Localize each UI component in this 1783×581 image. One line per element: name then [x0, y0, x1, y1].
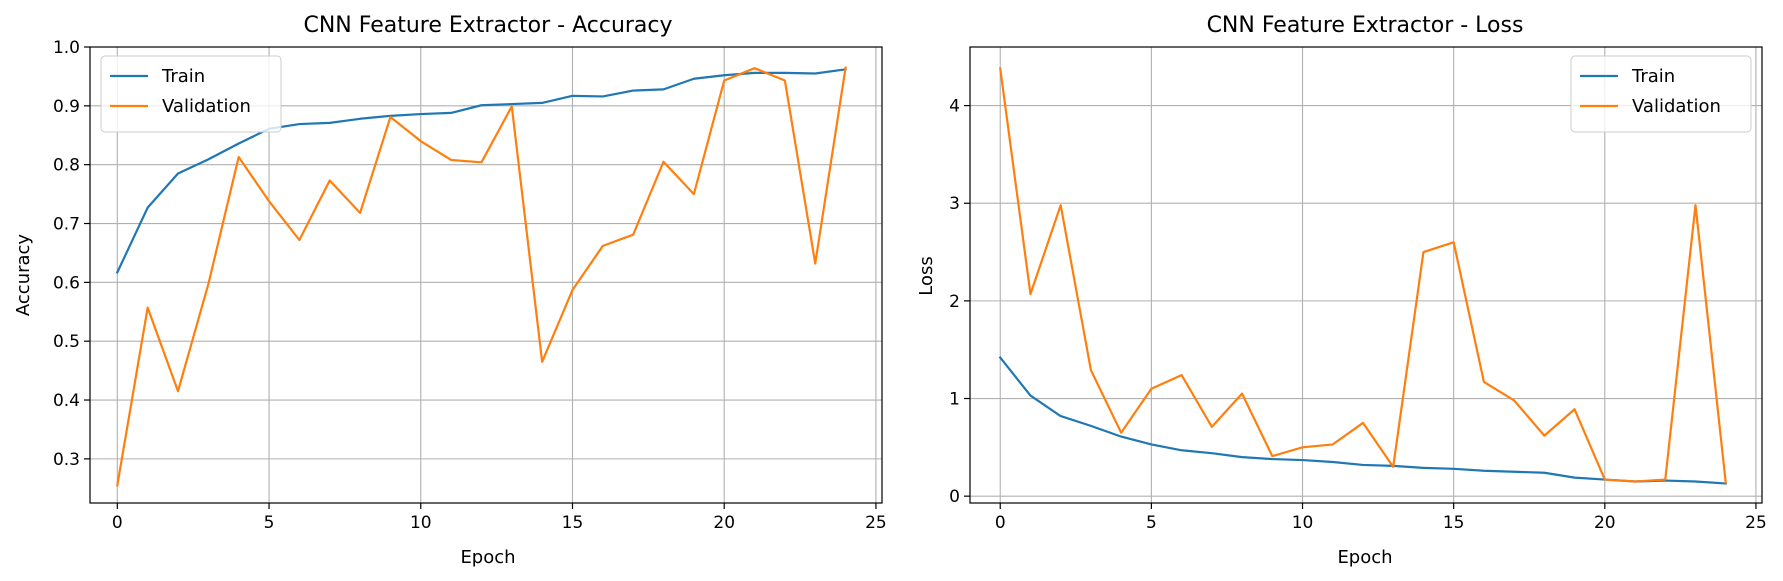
accuracy-x-tick-label: 25 — [865, 513, 887, 533]
loss-x-axis-label: Epoch — [1337, 547, 1392, 568]
loss-y-tick-label: 1 — [949, 390, 960, 410]
accuracy-y-tick-label: 0.4 — [53, 391, 80, 411]
accuracy-y-tick-label: 0.5 — [53, 332, 80, 352]
accuracy-y-tick-label: 0.7 — [53, 215, 80, 235]
loss-series-line-validation — [998, 67, 1727, 484]
accuracy-y-tick-label: 0.8 — [53, 156, 80, 176]
accuracy-legend: Train Validation — [100, 55, 282, 133]
accuracy-legend-label-validation: Validation — [162, 96, 251, 117]
loss-x-tick-label: 10 — [1292, 513, 1314, 533]
accuracy-y-tick-label: 0.9 — [53, 97, 80, 117]
loss-x-tick-label: 5 — [1146, 513, 1157, 533]
accuracy-x-tick-label: 0 — [112, 513, 123, 533]
loss-x-tick-label: 0 — [995, 513, 1006, 533]
accuracy-y-tick-label: 1.0 — [53, 38, 80, 58]
loss-x-tick-label: 20 — [1594, 513, 1616, 533]
accuracy-x-tick-label: 5 — [264, 513, 275, 533]
loss-axes-frame — [969, 46, 1763, 504]
loss-y-axis-label: Loss — [916, 256, 937, 295]
accuracy-axes-frame — [89, 46, 883, 504]
loss-legend-label-train: Train — [1631, 66, 1675, 87]
loss-legend-label-validation: Validation — [1632, 96, 1721, 117]
loss-x-tick-label: 15 — [1443, 513, 1465, 533]
accuracy-x-tick-label: 15 — [562, 513, 584, 533]
loss-y-tick-label: 2 — [949, 292, 960, 312]
loss-y-tick-label: 3 — [949, 194, 960, 214]
accuracy-chart-panel: CNN Feature Extractor - Accuracy Epoch A… — [13, 13, 887, 568]
accuracy-chart-title: CNN Feature Extractor - Accuracy — [303, 13, 672, 38]
loss-chart-panel: CNN Feature Extractor - Loss Epoch Loss … — [916, 13, 1767, 568]
accuracy-x-axis-label: Epoch — [460, 547, 515, 568]
loss-y-tick-label: 0 — [949, 487, 960, 507]
accuracy-y-tick-label: 0.6 — [53, 273, 80, 293]
accuracy-x-tick-label: 20 — [713, 513, 735, 533]
accuracy-y-tick-label: 0.3 — [53, 450, 80, 470]
accuracy-x-tick-label: 10 — [410, 513, 432, 533]
accuracy-y-axis-label: Accuracy — [13, 234, 34, 317]
accuracy-series-line-train — [115, 68, 847, 274]
accuracy-legend-label-train: Train — [161, 66, 205, 87]
loss-x-tick-label: 25 — [1745, 513, 1767, 533]
loss-chart-title: CNN Feature Extractor - Loss — [1207, 13, 1524, 38]
accuracy-series-line-validation — [116, 66, 847, 487]
loss-y-tick-label: 4 — [949, 97, 960, 117]
loss-legend: Train Validation — [1570, 55, 1752, 133]
